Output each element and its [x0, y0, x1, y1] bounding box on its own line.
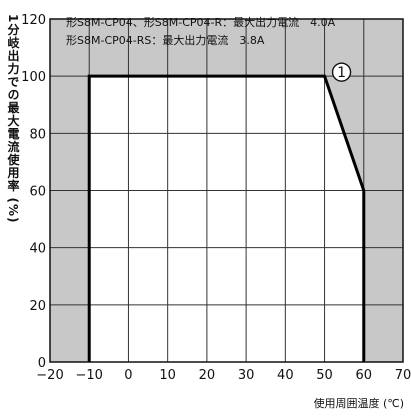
- y-tick-label: 80: [29, 127, 46, 142]
- annotation-box: 形S8M-CP04、形S8M-CP04-R：最大出力電流 4.0A 形S8M-C…: [66, 15, 336, 47]
- series-1-line: [87, 74, 366, 362]
- x-tick-label: 40: [277, 368, 294, 383]
- plot-frame: [49, 18, 404, 363]
- x-tick-label: 30: [238, 368, 255, 383]
- y-tick-label: 20: [29, 299, 46, 314]
- x-tick-label: 60: [356, 368, 373, 383]
- series-layer: 1: [87, 62, 366, 362]
- y-tick-label: 120: [21, 13, 46, 28]
- shaded-band-top: [89, 19, 364, 77]
- x-tick-label: 50: [316, 368, 333, 383]
- series-1-marker-label: 1: [337, 65, 346, 81]
- y-axis-title: 1分岐出力での最大電流使用率 (%): [6, 14, 20, 224]
- annotation-line-2: 形S8M-CP04-RS：最大出力電流 3.8A: [66, 33, 265, 47]
- x-tick-label: −10: [76, 368, 103, 383]
- y-tick-label: 0: [38, 356, 46, 371]
- annotation-line-1: 形S8M-CP04、形S8M-CP04-R：最大出力電流 4.0A: [66, 15, 336, 29]
- y-tick-label: 100: [21, 70, 46, 85]
- y-tick-label: 40: [29, 242, 46, 257]
- y-axis-label: 1分岐出力での最大電流使用率 (%): [6, 14, 20, 224]
- y-tick-label: 60: [29, 185, 46, 200]
- series-1-marker-circle: [331, 62, 352, 82]
- x-tick-label: −20: [36, 368, 63, 383]
- x-tick-label: 70: [395, 368, 411, 383]
- tick-labels: −20 −10 0 10 20 30 40 50 60 70 0 20 40 60 80 100 120: [21, 13, 411, 383]
- x-axis-label: 使用周囲温度 (℃): [314, 396, 404, 410]
- x-tick-label: 20: [199, 368, 216, 383]
- x-tick-label: 0: [124, 368, 132, 383]
- x-tick-label: 10: [159, 368, 176, 383]
